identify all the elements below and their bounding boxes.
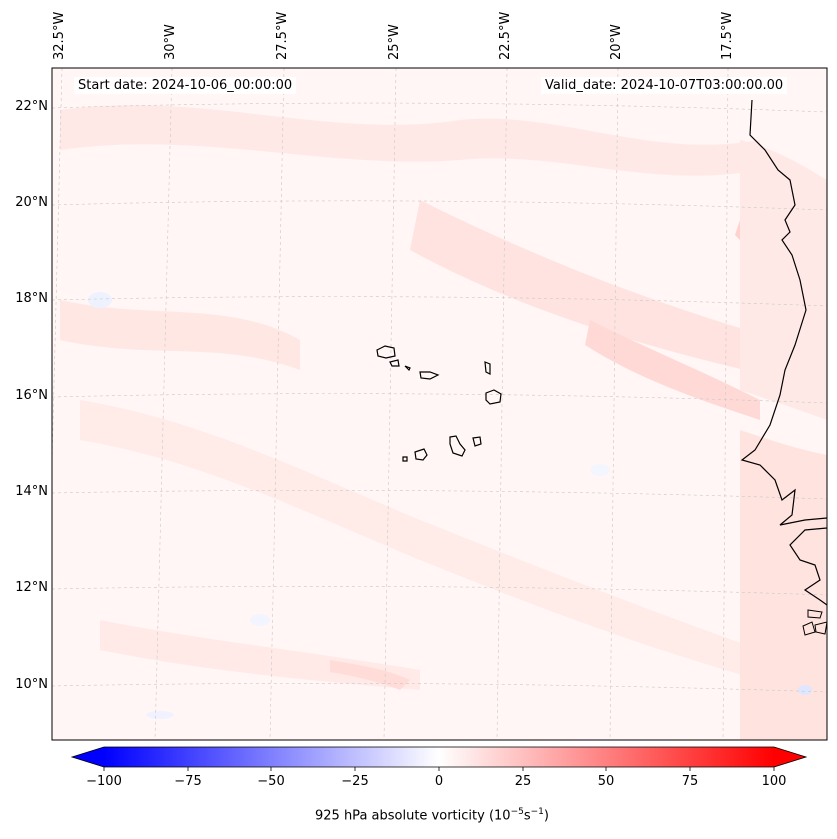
lon-label-32-5w: 32.5°W <box>52 11 67 60</box>
africa-coastline <box>740 99 827 526</box>
colorbar-tick-label: −25 <box>341 774 369 789</box>
lat-label-10n: 10°N <box>15 677 48 692</box>
vorticity-contours <box>60 105 827 740</box>
colorbar-tick-label: 100 <box>761 774 787 789</box>
colorbar-label-unit: s <box>523 808 531 824</box>
lat-label-14n: 14°N <box>15 484 48 499</box>
colorbar-label-exponent: −5 <box>510 807 524 817</box>
colorbar-tick-label: 0 <box>434 774 444 789</box>
lon-label-17-5w: 17.5°W <box>720 11 735 60</box>
lat-label-18n: 18°N <box>15 291 48 306</box>
colorbar-label-suffix: ) <box>543 808 549 824</box>
colorbar-tick-label: 50 <box>597 774 615 789</box>
colorbar-tick-label: −50 <box>257 774 285 789</box>
lon-label-25w: 25°W <box>387 24 402 60</box>
colorbar-tick-label: −75 <box>174 774 202 789</box>
graticule <box>52 68 827 740</box>
start-date-label: Start date: 2024-10-06_00:00:00 <box>74 77 297 94</box>
colorbar-tick-label: −100 <box>86 774 122 789</box>
bissagos-islands <box>802 609 827 636</box>
colorbar-max-extend <box>774 747 806 767</box>
colorbar-gradient <box>104 747 774 767</box>
colorbar-tick-marks <box>103 767 775 771</box>
colorbar-label: 925 hPa absolute vorticity (10−5s−1) <box>315 807 549 823</box>
lon-label-27-5w: 27.5°W <box>275 11 290 60</box>
valid-date-label: Valid_date: 2024-10-07T03:00:00.00 <box>541 77 788 94</box>
lat-label-16n: 16°N <box>15 388 48 403</box>
colorbar-tick-label: 75 <box>681 774 699 789</box>
colorbar-tick-label: 25 <box>514 774 532 789</box>
colorbar-label-prefix: 925 hPa absolute vorticity (10 <box>315 808 511 824</box>
lon-label-20w: 20°W <box>609 24 624 60</box>
lon-label-22-5w: 22.5°W <box>498 11 513 60</box>
lat-label-12n: 12°N <box>15 580 48 595</box>
cape-verde-islands <box>376 345 502 462</box>
lat-label-22n: 22°N <box>15 99 48 114</box>
lat-label-20n: 20°N <box>15 195 48 210</box>
colorbar-label-exponent: −1 <box>530 807 544 817</box>
map-frame <box>51 67 828 741</box>
colorbar-min-extend <box>72 747 104 767</box>
colorbar <box>70 746 808 771</box>
africa-coastline-south <box>789 527 827 606</box>
lon-label-30w: 30°W <box>163 24 178 60</box>
